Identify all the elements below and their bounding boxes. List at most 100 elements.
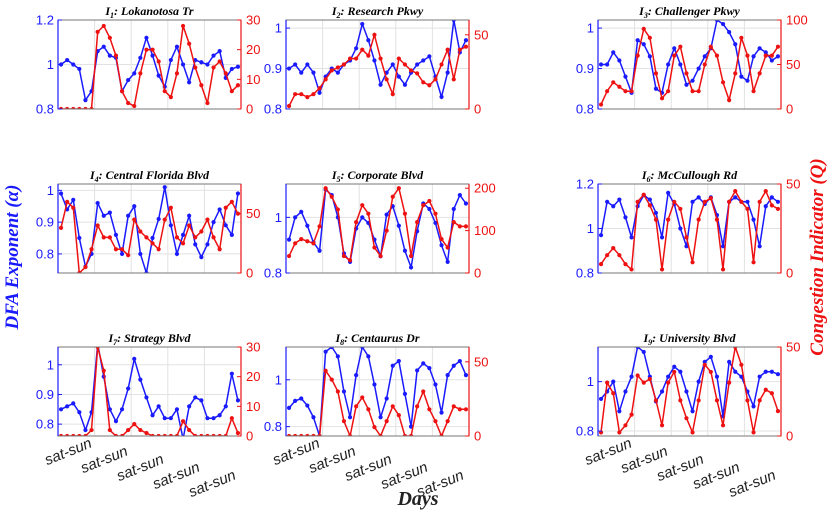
q-point <box>739 362 744 367</box>
subplot-title-main: I <box>638 4 645 18</box>
q-point <box>690 430 695 435</box>
q-point <box>101 368 106 373</box>
alpha-point <box>229 66 234 72</box>
alpha-point <box>390 363 395 368</box>
q-point <box>605 89 610 94</box>
q-point <box>415 404 420 409</box>
alpha-series <box>58 347 241 436</box>
alpha-point <box>335 354 340 359</box>
q-point <box>156 433 161 436</box>
alpha-point <box>58 191 64 196</box>
left-tick-label: 0.9 <box>36 215 54 230</box>
alpha-point <box>653 86 659 91</box>
q-point <box>757 398 762 403</box>
q-point <box>684 235 689 240</box>
q-point <box>708 196 713 201</box>
q-point <box>708 44 713 49</box>
alpha-point <box>347 415 353 420</box>
y-axis-label-right: Congestion Indicator (Q) <box>807 158 828 355</box>
alpha-point <box>445 373 450 378</box>
q-point <box>727 98 732 103</box>
q-point <box>451 220 456 225</box>
q-point <box>647 203 652 208</box>
q-point <box>439 236 444 242</box>
alpha-point <box>745 199 750 204</box>
alpha-point <box>623 389 628 394</box>
q-point <box>659 96 665 101</box>
subplot-title-rest: : Central Florida Blvd <box>99 168 210 182</box>
right-tick-label: 0 <box>786 429 793 444</box>
alpha-point <box>598 233 604 238</box>
alpha-point <box>168 57 173 63</box>
q-point <box>89 247 94 252</box>
q-point <box>751 89 756 94</box>
q-point <box>702 362 707 367</box>
q-point <box>629 89 634 94</box>
alpha-point <box>714 20 720 23</box>
q-point <box>739 199 744 204</box>
alpha-point <box>132 356 137 361</box>
q-point <box>217 247 222 252</box>
q-point <box>77 433 82 436</box>
q-point <box>457 407 462 412</box>
q-point <box>132 217 137 222</box>
q-point <box>77 270 82 273</box>
q-point <box>77 106 82 109</box>
alpha-point <box>354 46 359 51</box>
q-point <box>132 103 137 109</box>
q-point <box>144 430 149 436</box>
q-point <box>635 373 640 378</box>
subplot-title-rest: : University Blvd <box>652 331 736 345</box>
q-point <box>341 419 347 424</box>
q-point <box>641 192 646 197</box>
q-point <box>366 53 371 58</box>
q-point <box>635 53 640 58</box>
alpha-point <box>223 223 228 228</box>
q-point <box>205 100 210 106</box>
q-point <box>83 264 88 270</box>
q-point <box>678 44 683 49</box>
alpha-point <box>229 371 234 376</box>
alpha-point <box>635 347 640 350</box>
q-point <box>229 416 234 421</box>
q-point <box>733 189 738 194</box>
q-point <box>58 106 64 109</box>
subplot-title-main: I <box>641 168 648 182</box>
q-point <box>720 423 726 428</box>
q-point <box>305 95 310 100</box>
alpha-point <box>421 361 426 366</box>
q-point <box>223 433 228 436</box>
q-point <box>745 398 750 403</box>
alpha-point <box>672 364 677 369</box>
left-tick-label: 0.9 <box>576 61 594 76</box>
alpha-point <box>150 53 155 58</box>
q-point <box>751 260 756 265</box>
alpha-point <box>107 53 112 58</box>
plot-frame <box>57 346 242 437</box>
q-point <box>299 236 304 242</box>
q-point <box>71 205 76 210</box>
right-tick-label: 0 <box>474 266 481 281</box>
alpha-point <box>174 407 180 412</box>
right-tick-label: 0 <box>246 429 253 444</box>
alpha-point <box>757 374 762 379</box>
q-point <box>390 92 395 97</box>
left-tick-label: 1 <box>275 372 282 387</box>
q-point <box>598 262 604 267</box>
q-point <box>408 253 414 259</box>
q-point <box>65 106 70 109</box>
q-point <box>168 205 173 210</box>
alpha-point <box>366 354 371 359</box>
q-point <box>286 253 292 259</box>
alpha-point <box>138 377 143 382</box>
q-point <box>739 35 744 40</box>
alpha-point <box>235 64 241 69</box>
alpha-point <box>733 42 738 47</box>
subplot-title-rest: : Challenger Pkwy <box>648 4 741 18</box>
q-point <box>659 267 665 272</box>
alpha-point <box>769 58 774 63</box>
q-point <box>666 217 671 222</box>
alpha-point <box>119 251 125 257</box>
q-series <box>598 347 781 435</box>
alpha-point <box>733 195 738 200</box>
